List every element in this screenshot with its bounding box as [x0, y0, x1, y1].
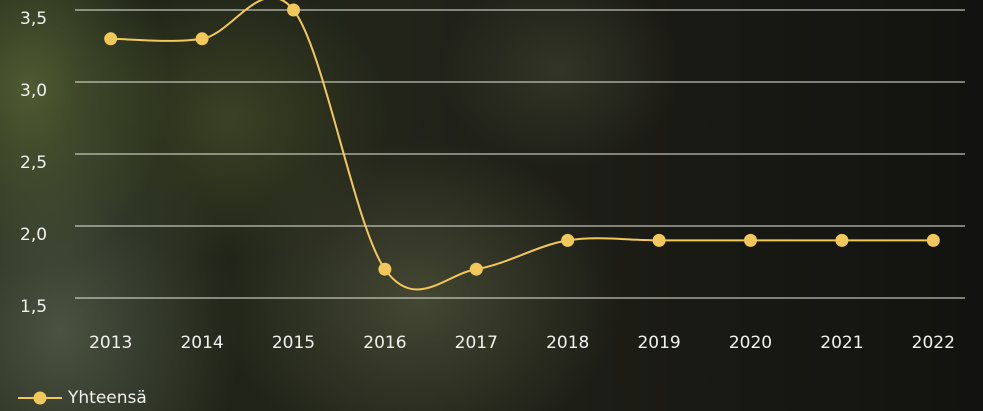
data-point	[104, 32, 118, 46]
data-point	[561, 233, 575, 247]
legend-label: Yhteensä	[67, 388, 147, 408]
data-point	[926, 233, 940, 247]
data-point	[835, 233, 849, 247]
data-point	[744, 233, 757, 247]
data-point	[469, 262, 483, 276]
x-tick-label: 2014	[180, 333, 223, 353]
x-tick-label: 2022	[912, 333, 955, 353]
y-tick-label: 3,0	[20, 81, 47, 101]
data-point	[195, 32, 209, 46]
x-tick-label: 2021	[820, 333, 863, 353]
legend-marker	[33, 391, 47, 405]
x-tick-label: 2015	[272, 333, 315, 353]
y-tick-label: 2,5	[20, 153, 47, 173]
y-tick-label: 1,5	[20, 297, 47, 317]
data-point	[652, 233, 666, 247]
y-tick-label: 3,5	[20, 9, 47, 29]
x-tick-label: 2013	[89, 333, 132, 353]
x-tick-label: 2018	[546, 333, 589, 353]
data-point	[378, 262, 392, 276]
x-tick-label: 2017	[455, 333, 498, 353]
x-tick-label: 2019	[637, 333, 680, 353]
x-tick-label: 2020	[729, 333, 772, 353]
y-tick-label: 2,0	[20, 225, 47, 245]
series-line	[110, 0, 934, 291]
data-point	[287, 3, 300, 17]
x-tick-label: 2016	[363, 333, 406, 353]
